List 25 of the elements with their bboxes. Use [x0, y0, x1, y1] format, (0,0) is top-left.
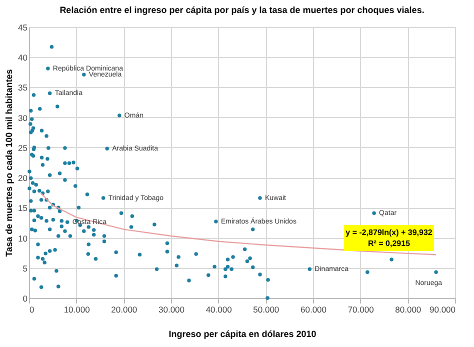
y-tick-label: 45 [18, 22, 28, 32]
x-tick-label: 80.000 [395, 304, 422, 314]
y-tick-label: 20 [18, 173, 28, 184]
y-tick-label: 25 [18, 142, 28, 153]
x-tick-label: 90.000 [430, 304, 456, 314]
annotation: R² = 0,2915 [368, 239, 411, 248]
chart-title: Relación entre el ingreso per cápita por país y la tasa de muertes por choques viales. [60, 5, 424, 15]
y-tick-label: 15 [18, 203, 28, 214]
x-tick-label: 40.000 [206, 304, 232, 314]
y-tick-label: 40 [18, 52, 28, 63]
y-tick-label: 10 [18, 233, 28, 244]
annotation: y = -2,879ln(x) + 39,932 [346, 228, 433, 237]
y-tick-label: 35 [18, 82, 28, 93]
x-tick-label: 0 [30, 304, 34, 314]
x-tick-label: 10.000 [64, 304, 90, 314]
x-tick-label: 70.000 [348, 304, 374, 314]
y-tick-label: 5 [22, 263, 28, 274]
x-tick-label: 30.000 [158, 304, 185, 314]
x-axis-title: Ingreso per cápita en dólares 2010 [168, 329, 316, 339]
x-tick-label: 50.000 [253, 304, 280, 314]
y-tick-label: 0 [22, 294, 28, 304]
y-axis-title: Tasa de muertes po cada 100 mil habitantes [4, 69, 14, 257]
y-tick-label: 30 [18, 112, 28, 123]
x-tick-label: 60.000 [300, 304, 327, 314]
x-tick-label: 20.000 [111, 304, 138, 314]
